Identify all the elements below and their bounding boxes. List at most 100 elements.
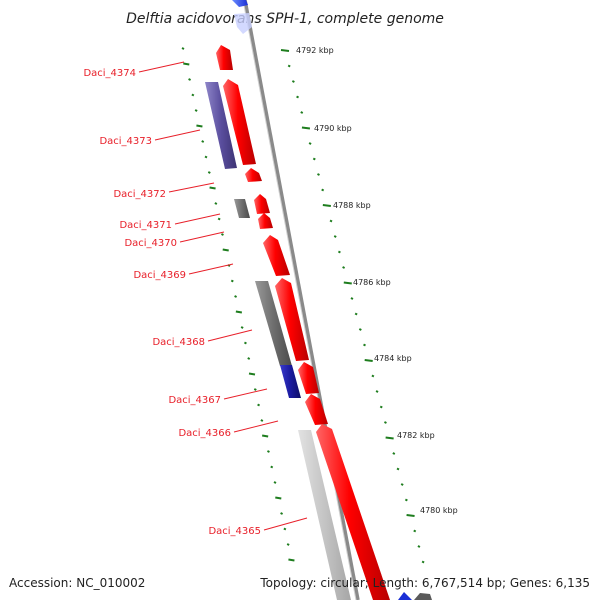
tick-mark xyxy=(214,202,218,205)
leader-line-daci-4367 xyxy=(223,388,268,400)
gene-arrow-daci-4372[interactable] xyxy=(245,168,262,182)
tick-mark xyxy=(322,204,331,207)
tick-mark xyxy=(220,233,224,236)
gene-arrow-daci-4367[interactable] xyxy=(298,362,319,394)
tick-mark xyxy=(257,403,261,407)
tick-mark xyxy=(230,279,234,283)
tick-mark xyxy=(247,357,251,360)
tick-mark xyxy=(350,297,354,300)
tick-mark xyxy=(417,545,421,548)
tick-mark xyxy=(283,527,287,531)
tick-mark xyxy=(260,419,264,422)
tick-mark xyxy=(222,248,229,252)
tick-mark xyxy=(204,155,208,159)
tick-mark xyxy=(342,266,346,269)
leader-line-daci-4368 xyxy=(207,329,253,342)
tick-mark xyxy=(383,421,387,424)
gene-label-daci-4374[interactable]: Daci_4374 xyxy=(83,68,136,79)
gene-label-daci-4370[interactable]: Daci_4370 xyxy=(124,238,177,249)
accession-text: Accession: NC_010002 xyxy=(9,576,146,590)
leader-line-daci-4374 xyxy=(138,61,185,73)
scale-label: 4784 kbp xyxy=(374,354,412,363)
tick-mark xyxy=(392,452,396,455)
scale-label: 4786 kbp xyxy=(353,278,391,287)
gene-label-daci-4371[interactable]: Daci_4371 xyxy=(119,220,172,231)
gene-arrow-daci-4370[interactable] xyxy=(258,213,273,229)
gene-block-daci-4365[interactable] xyxy=(298,430,351,600)
partial-gene-bottom-blue xyxy=(398,592,412,600)
tick-mark xyxy=(280,512,284,515)
tick-mark xyxy=(266,450,270,453)
tick-mark xyxy=(371,374,375,378)
tick-mark xyxy=(296,95,300,99)
gene-arrow-daci-4366[interactable] xyxy=(305,394,328,425)
tick-mark xyxy=(201,140,205,143)
tick-mark xyxy=(181,47,185,50)
tick-mark xyxy=(354,312,358,316)
gene-labels: Daci_4374 Daci_4373 Daci_4372 Daci_4371 Daci… xyxy=(83,61,308,537)
tick-mark xyxy=(261,434,269,438)
partial-gene-top xyxy=(232,0,248,7)
gene-block-daci-4368[interactable] xyxy=(255,281,292,366)
tick-mark xyxy=(217,217,221,221)
map-title: Delftia acidovorans SPH-1, complete geno… xyxy=(126,11,444,27)
tick-mark xyxy=(421,560,425,564)
tick-mark xyxy=(364,359,373,362)
tick-mark xyxy=(329,219,333,223)
scale-label: 4790 kbp xyxy=(314,124,352,133)
tick-mark xyxy=(235,310,243,314)
gene-arrow-daci-4374[interactable] xyxy=(216,45,233,70)
gene-arrow-daci-4365[interactable] xyxy=(316,424,390,600)
leader-line-daci-4373 xyxy=(154,129,201,141)
leader-line-daci-4365 xyxy=(263,517,308,531)
tick-mark xyxy=(209,186,216,190)
gene-block-daci-4367[interactable] xyxy=(280,365,301,398)
tick-mark xyxy=(253,388,257,391)
tick-mark xyxy=(379,405,383,409)
tick-mark xyxy=(385,436,394,440)
gene-label-daci-4365[interactable]: Daci_4365 xyxy=(208,526,261,537)
tick-mark xyxy=(308,142,312,145)
gene-block-daci-4371[interactable] xyxy=(234,199,250,218)
tick-mark xyxy=(270,465,274,469)
tick-mark xyxy=(196,124,203,128)
gene-label-daci-4373[interactable]: Daci_4373 xyxy=(99,136,152,147)
gene-arrow-daci-4371[interactable] xyxy=(254,194,270,214)
gene-label-daci-4367[interactable]: Daci_4367 xyxy=(168,395,221,406)
gene-arrow-daci-4368[interactable] xyxy=(275,278,309,361)
tick-mark xyxy=(337,250,341,254)
gene-label-daci-4369[interactable]: Daci_4369 xyxy=(133,270,186,281)
tick-mark xyxy=(234,295,238,298)
topology-text: Topology: circular; Length: 6,767,514 bp… xyxy=(260,576,590,590)
tick-mark xyxy=(191,93,195,97)
scale-labels: 4792 kbp 4790 kbp 4788 kbp 4786 kbp 4784 kbp… xyxy=(296,46,458,515)
tick-mark xyxy=(400,483,404,486)
tick-mark xyxy=(404,498,408,502)
tick-mark xyxy=(248,372,256,376)
leader-line-daci-4370 xyxy=(179,231,225,243)
tick-mark xyxy=(312,157,316,161)
tick-mark xyxy=(286,543,290,546)
gene-label-daci-4366[interactable]: Daci_4366 xyxy=(178,428,231,439)
tick-mark xyxy=(396,467,400,471)
tick-mark xyxy=(300,111,304,114)
gene-arrow-daci-4369[interactable] xyxy=(263,235,290,276)
tick-mark xyxy=(321,188,325,192)
gene-label-daci-4372[interactable]: Daci_4372 xyxy=(113,189,166,200)
tick-mark xyxy=(194,109,198,112)
tick-mark xyxy=(183,62,190,66)
gene-block-daci-4373[interactable] xyxy=(205,82,237,169)
scale-label: 4782 kbp xyxy=(397,431,435,440)
tick-mark xyxy=(406,514,415,517)
leader-line-daci-4369 xyxy=(188,263,234,275)
tick-mark xyxy=(413,529,417,533)
tick-mark xyxy=(291,80,295,83)
leader-line-daci-4366 xyxy=(233,420,279,433)
partial-gene-bottom-gray xyxy=(414,593,432,600)
scale-label: 4792 kbp xyxy=(296,46,334,55)
tick-mark xyxy=(280,49,290,52)
tick-mark xyxy=(363,343,366,347)
gene-label-daci-4368[interactable]: Daci_4368 xyxy=(152,337,205,348)
gene-arrow-daci-4373[interactable] xyxy=(223,79,256,165)
